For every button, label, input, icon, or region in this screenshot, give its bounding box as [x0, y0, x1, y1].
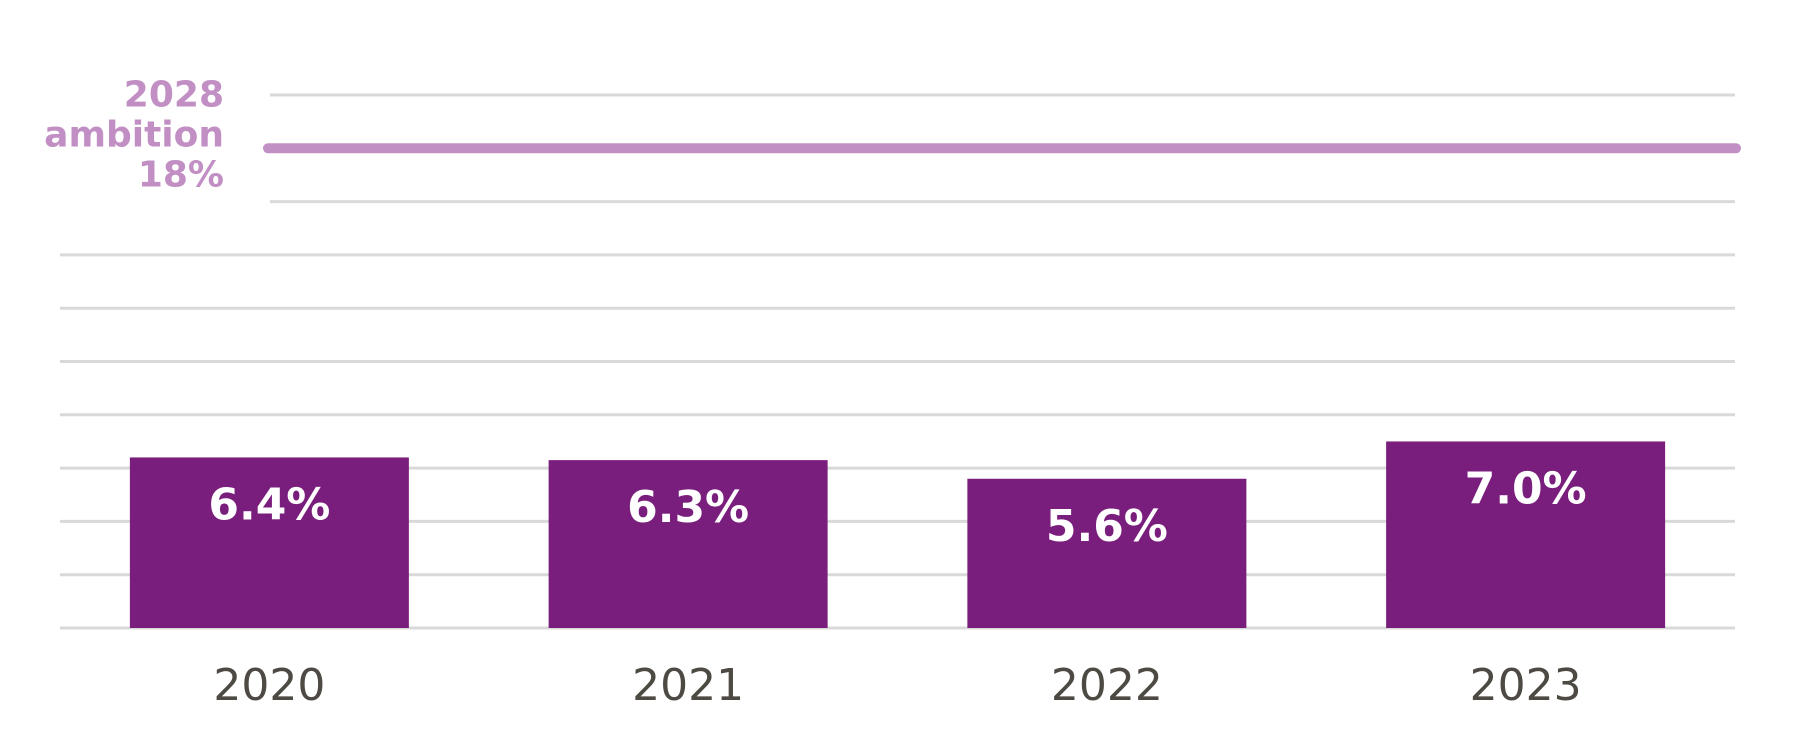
bars: 6.4% 6.3% 5.6% 7.0%: [129, 441, 1666, 628]
bar-value-label: 5.6%: [1046, 501, 1168, 552]
ambition-label-line: ambition: [44, 114, 224, 155]
ambition-label-line: 2028: [124, 74, 224, 115]
x-tick-label: 2022: [1051, 660, 1163, 711]
bar-value-label: 6.4%: [208, 479, 330, 530]
x-axis-tick-labels: 2020 2021 2022 2023: [213, 660, 1581, 711]
bar: [1386, 441, 1666, 628]
ambition-label-line: 18%: [138, 154, 224, 195]
bar: [967, 478, 1247, 628]
bar: [129, 457, 409, 628]
bar: [548, 460, 828, 628]
x-tick-label: 2020: [213, 660, 325, 711]
x-tick-label: 2021: [632, 660, 744, 711]
bar-value-label: 7.0%: [1465, 463, 1587, 514]
bar-value-label: 6.3%: [627, 482, 749, 533]
x-tick-label: 2023: [1470, 660, 1582, 711]
